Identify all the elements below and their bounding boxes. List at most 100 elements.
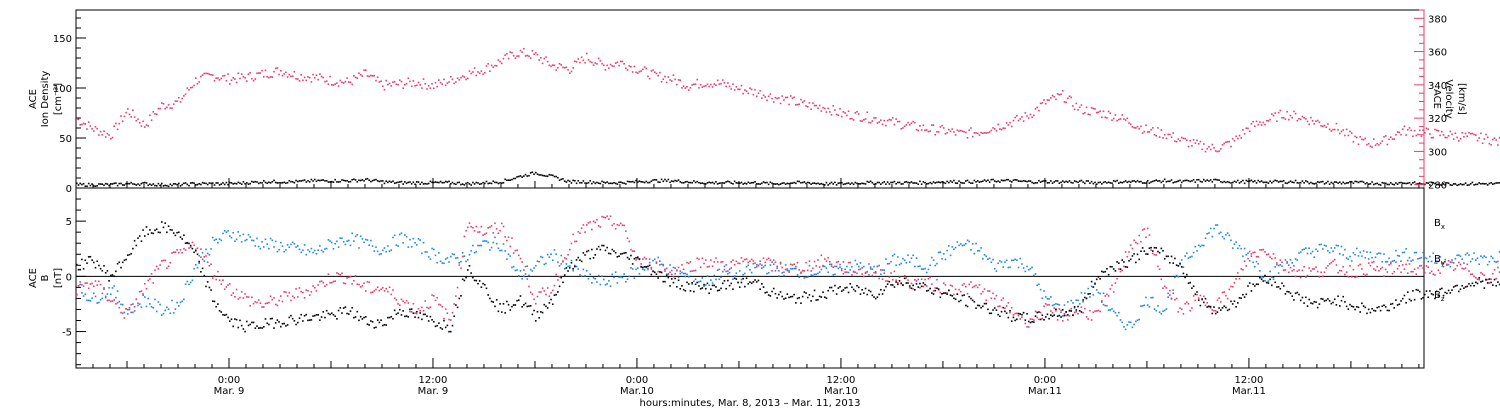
density-series-point — [1221, 181, 1224, 184]
bx-series-point — [902, 284, 904, 287]
density-series-point — [732, 183, 734, 185]
velocity-series-point — [375, 79, 377, 82]
density-series-point — [507, 179, 510, 181]
bx-series-point — [1141, 247, 1144, 249]
bz-series-point — [681, 264, 683, 266]
velocity-series-point — [815, 104, 818, 107]
velocity-series-point — [764, 96, 767, 98]
bx-series-point — [1333, 298, 1336, 301]
bx-series-point — [1371, 307, 1373, 310]
bz-series-point — [1296, 270, 1299, 273]
bz-series-point — [703, 262, 705, 265]
bz-series-point — [706, 266, 709, 268]
bx-series-point — [585, 250, 588, 253]
by-series-point — [1126, 324, 1129, 326]
velocity-series-point — [475, 74, 478, 77]
bz-series-point — [201, 258, 204, 261]
by-series-point — [290, 243, 292, 246]
density-series-point — [861, 182, 863, 185]
density-series-point — [1427, 182, 1429, 185]
density-series-point — [1078, 180, 1081, 182]
velocity-series-point — [1148, 131, 1151, 133]
density-series-point — [769, 181, 772, 183]
by-series-point — [881, 269, 884, 271]
velocity-series-point — [1376, 142, 1379, 145]
bx-series-point — [859, 293, 862, 295]
velocity-series-point — [302, 79, 304, 82]
density-series-point — [703, 182, 705, 185]
by-series-point — [568, 265, 571, 267]
bx-series-point — [1060, 316, 1062, 318]
velocity-series-point — [890, 119, 892, 121]
by-series-point — [1192, 251, 1195, 254]
velocity-series-point — [844, 112, 846, 114]
density-series-point — [1118, 182, 1120, 185]
velocity-series-point — [237, 72, 240, 75]
density-series-point — [1094, 181, 1096, 184]
bx-series-point — [1473, 284, 1475, 287]
bz-series-point — [1172, 292, 1175, 295]
by-series-point — [745, 266, 748, 268]
bz-series-point — [213, 274, 216, 277]
bz-series-point — [1141, 229, 1144, 231]
velocity-series-point — [290, 75, 292, 78]
bx-series-point — [1320, 297, 1322, 300]
velocity-series-point — [869, 121, 872, 124]
density-series-point — [900, 183, 903, 185]
by-series-point — [1051, 304, 1054, 307]
by-series-point — [587, 277, 590, 280]
velocity-series-point — [558, 62, 561, 65]
bx-series-point — [1109, 265, 1112, 268]
by-series-point — [257, 245, 260, 248]
bz-series-point — [477, 231, 479, 233]
bx-series-point — [891, 284, 894, 286]
bz-series-point — [1347, 275, 1350, 278]
bz-series-point — [579, 232, 581, 234]
by-series-point — [1019, 257, 1022, 260]
velocity-series-point — [480, 70, 483, 72]
bx-series-point — [1459, 288, 1462, 291]
velocity-series-point — [648, 77, 651, 80]
bz-series-point — [312, 285, 314, 287]
by-series-point — [1322, 248, 1324, 250]
density-series — [76, 171, 1500, 188]
bx-series-point — [691, 281, 693, 284]
density-series-point — [905, 180, 908, 183]
bz-series-point — [798, 269, 801, 271]
density-series-point — [992, 178, 994, 181]
velocity-series-point — [269, 76, 272, 78]
bx-series-point — [1138, 258, 1141, 261]
bz-series-point — [1405, 263, 1407, 266]
bx-series-point — [1255, 283, 1258, 285]
velocity-series-point — [1201, 148, 1203, 151]
bz-series-point — [1488, 282, 1491, 284]
bz-series-point — [1362, 273, 1365, 275]
density-series-point — [293, 181, 296, 184]
bx-series-point — [890, 284, 892, 286]
by-series-point — [1339, 252, 1341, 255]
bz-series-point — [1384, 268, 1387, 271]
bx-series-point — [591, 248, 593, 251]
density-series-point — [1203, 178, 1205, 181]
by-series-point — [1476, 257, 1479, 259]
density-series-point — [376, 180, 379, 182]
by-series-point — [721, 270, 724, 273]
by-series-point — [268, 247, 270, 250]
velocity-series-point — [1133, 126, 1135, 129]
bx-series-point — [1240, 297, 1243, 300]
density-series-point — [1356, 180, 1358, 183]
bx-series-point — [448, 330, 450, 333]
bz-series-point — [608, 218, 610, 221]
by-series-point — [575, 265, 578, 268]
by-series-point — [1418, 257, 1421, 260]
density-series-point — [1262, 181, 1265, 184]
density-series-point — [1141, 182, 1144, 184]
by-series-point — [499, 249, 501, 252]
by-series-point — [1281, 265, 1283, 268]
velocity-series-point — [767, 95, 770, 98]
bx-series-point — [574, 265, 576, 268]
density-series-point — [567, 179, 569, 182]
density-series-point — [1055, 180, 1057, 182]
velocity-series-point — [533, 53, 535, 55]
